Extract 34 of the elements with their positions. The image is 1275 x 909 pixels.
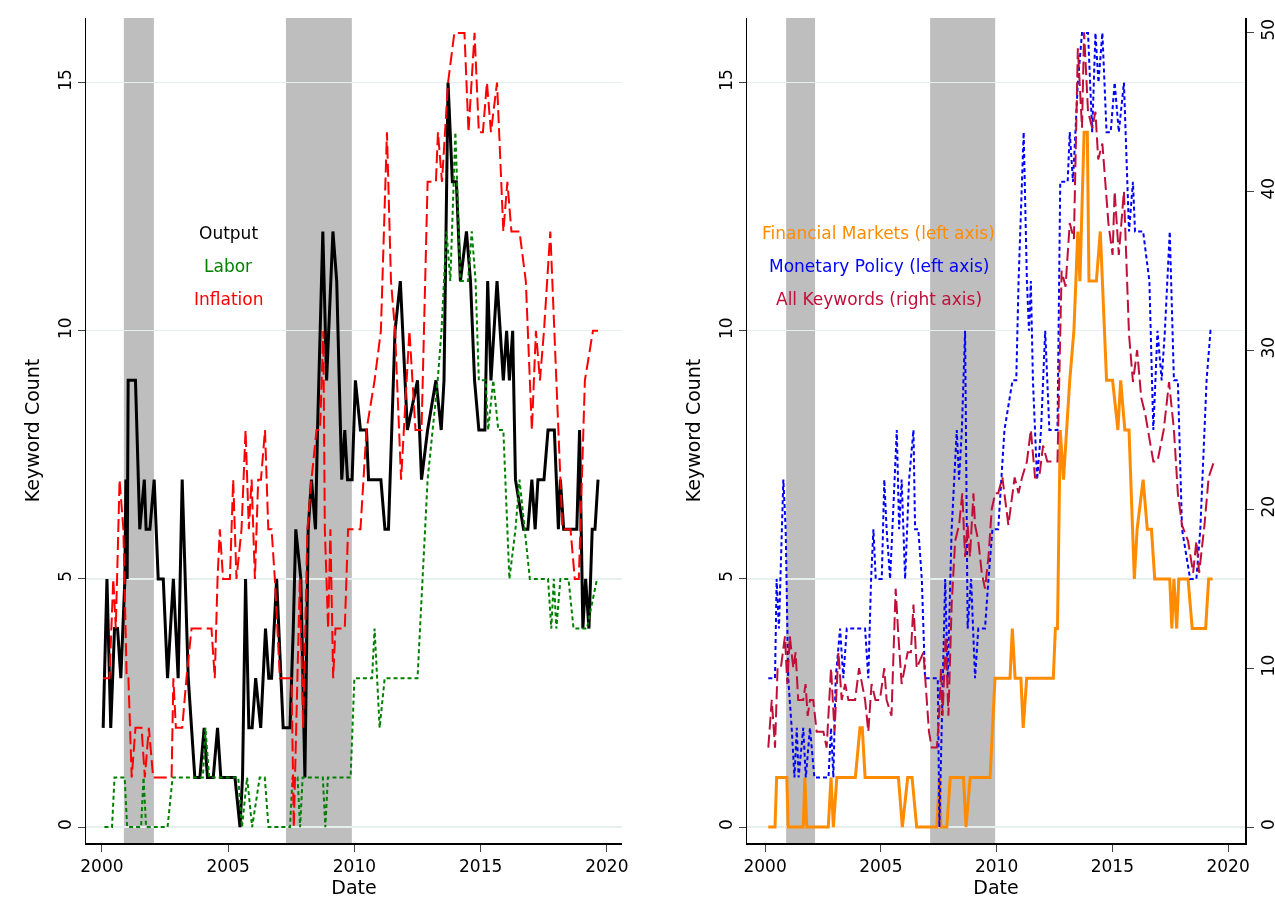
y-tick-label: 0 bbox=[715, 819, 736, 830]
x-axis-title: Date bbox=[973, 875, 1019, 898]
y2-tick-label: 30 bbox=[1257, 336, 1275, 359]
text: Output bbox=[199, 223, 259, 243]
text: Inflation bbox=[194, 289, 264, 309]
x-tick-label: 2000 bbox=[80, 855, 124, 876]
y-tick-label: 0 bbox=[54, 819, 75, 830]
x-axis-title: Date bbox=[331, 875, 377, 898]
series-label: Monetary Policy (left axis) bbox=[769, 256, 990, 276]
x-tick-label: 2000 bbox=[743, 855, 787, 876]
text: Labor bbox=[204, 256, 253, 276]
x-tick-label: 2020 bbox=[585, 855, 629, 876]
y-tick-label: 15 bbox=[715, 69, 736, 91]
y-tick-label: 10 bbox=[54, 317, 75, 339]
y-axis-title: Keyword Count bbox=[681, 358, 704, 503]
y2-tick-label: 20 bbox=[1257, 495, 1275, 518]
x-tick-label: 2010 bbox=[974, 855, 1019, 876]
y2-tick-label: 50 bbox=[1257, 18, 1275, 41]
y-axis-title: Keyword Count bbox=[20, 358, 43, 503]
x-tick-label: 2005 bbox=[859, 855, 903, 876]
text: All Keywords (right axis) bbox=[776, 289, 983, 309]
x-tick-label: 2015 bbox=[458, 855, 503, 876]
y2-tick-label: 40 bbox=[1257, 177, 1275, 200]
y-tick-label: 5 bbox=[715, 570, 736, 582]
y-tick-label: 15 bbox=[54, 69, 75, 91]
y2-tick-label: 0 bbox=[1257, 819, 1275, 830]
x-tick-label: 2020 bbox=[1206, 855, 1250, 876]
y-tick-label: 10 bbox=[715, 317, 736, 339]
x-tick-label: 2005 bbox=[206, 855, 250, 876]
x-tick-label: 2015 bbox=[1090, 855, 1134, 876]
y-tick-label: 5 bbox=[54, 570, 75, 582]
x-tick-label: 2010 bbox=[332, 855, 377, 876]
text: Financial Markets (left axis) bbox=[762, 223, 995, 243]
y2-tick-label: 10 bbox=[1257, 654, 1275, 677]
